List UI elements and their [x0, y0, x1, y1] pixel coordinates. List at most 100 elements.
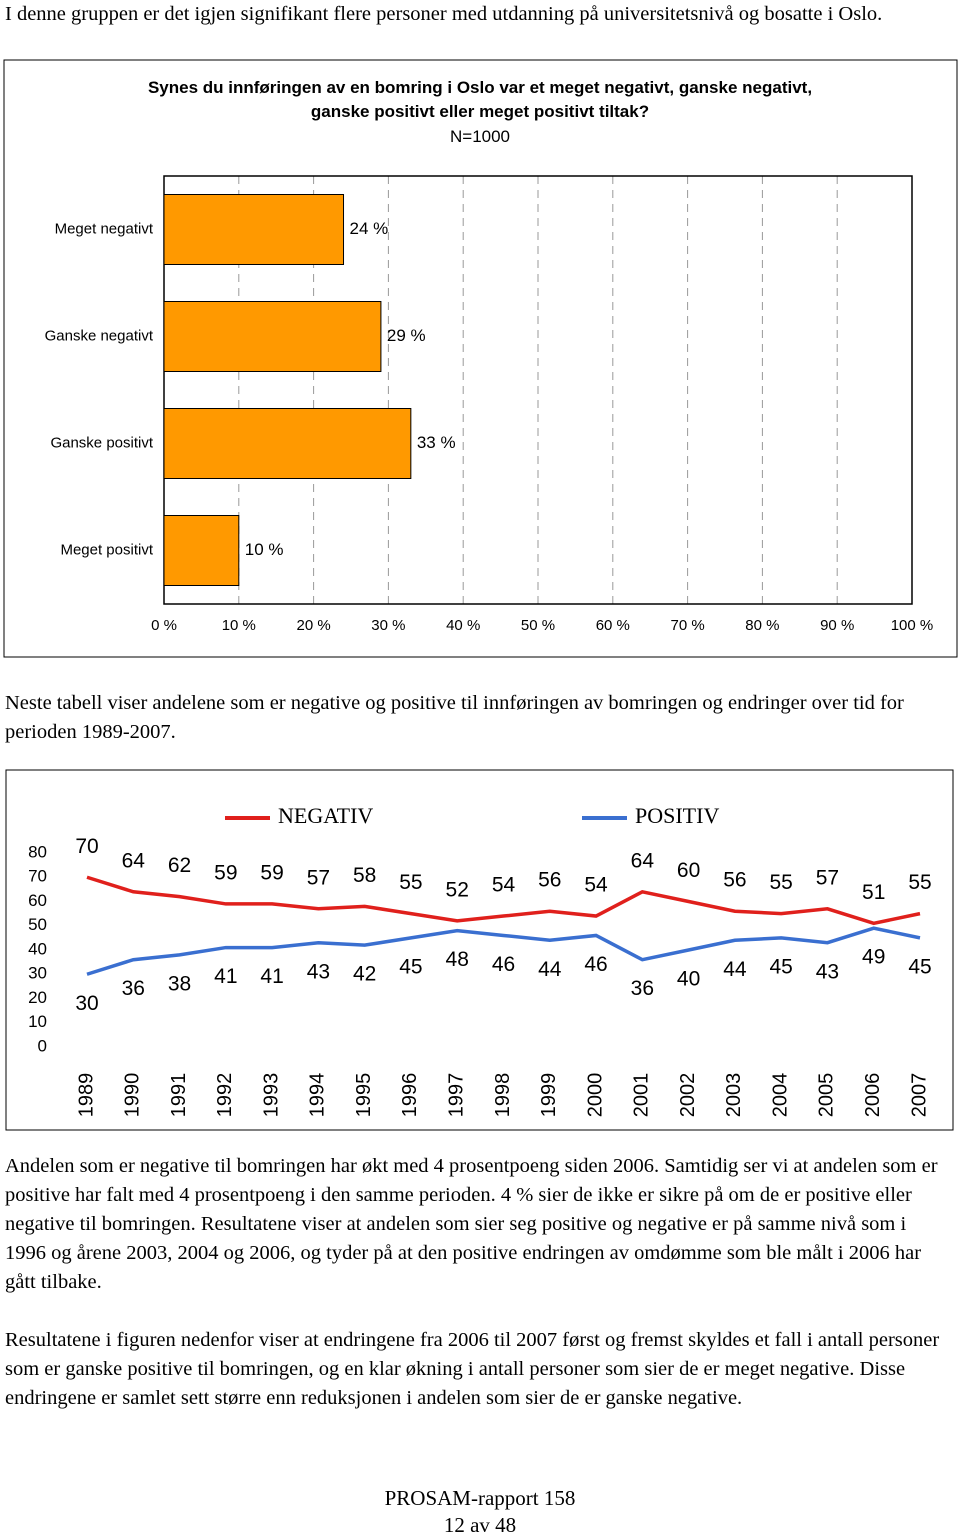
value-label: 29 %	[387, 326, 426, 345]
x-tick-label: 2002	[677, 1073, 699, 1118]
plot-frame	[163, 175, 913, 605]
bar	[163, 408, 412, 479]
data-label: 54	[492, 874, 516, 897]
data-label: 54	[584, 874, 608, 897]
footer-report: PROSAM-rapport 158	[384, 1486, 576, 1510]
data-label: 41	[260, 965, 283, 988]
data-label: 45	[399, 955, 422, 978]
x-tick-label: 1999	[538, 1073, 560, 1118]
category-label: Ganske negativt	[45, 327, 154, 344]
x-tick-label: 2000	[584, 1073, 606, 1118]
x-tick-label: 2005	[816, 1073, 838, 1118]
y-tick-label: 0	[38, 1036, 47, 1055]
y-tick-label: 30	[28, 964, 47, 983]
data-label: 59	[260, 861, 283, 884]
data-label: 36	[122, 977, 145, 1000]
data-label: 62	[168, 854, 191, 877]
legend-label: POSITIV	[635, 803, 719, 828]
chart-subtitle: N=1000	[449, 127, 511, 146]
x-tick-label: 1996	[399, 1073, 421, 1118]
x-tick-label: 1995	[353, 1073, 375, 1118]
line-series	[86, 875, 921, 926]
x-tick-label: 2007	[908, 1073, 930, 1118]
category-label: Ganske positivt	[50, 434, 153, 451]
x-tick-label: 1991	[168, 1073, 190, 1118]
data-label: 58	[353, 864, 376, 887]
x-tick-label: 2003	[723, 1073, 745, 1118]
bar-chart: 0 % 10 % 20 % 30 % 40 % 50 % 60 % 70 % 80 % 90 % 1…	[3, 59, 958, 658]
y-tick-label: 20	[28, 988, 47, 1007]
data-label: 56	[723, 869, 746, 892]
value-label: 10 %	[245, 540, 284, 559]
x-tick-label: 70 %	[670, 617, 704, 634]
x-tick-label: 2004	[769, 1073, 791, 1118]
data-label: 46	[584, 953, 607, 976]
value-label: 24 %	[350, 219, 389, 238]
paragraph: Andelen som er negative til bomringen ha…	[5, 1155, 938, 1293]
data-label: 48	[446, 948, 469, 971]
x-tick-label: 30 %	[371, 617, 405, 634]
x-tick-label: 1990	[122, 1073, 144, 1118]
y-tick-label: 80	[28, 842, 47, 861]
x-tick-label: 20 %	[296, 617, 330, 634]
data-label: 41	[214, 965, 237, 988]
data-label: 64	[122, 849, 146, 872]
x-tick-label: 1997	[446, 1073, 468, 1118]
value-label: 33 %	[417, 433, 456, 452]
line-chart: 0 10 20 30 40 50 60 70 80 1989 1990 1991 1992 1993 199…	[5, 769, 954, 1131]
category-label: Meget negativt	[55, 220, 154, 237]
chart-frame	[5, 769, 954, 1131]
data-label: 70	[75, 835, 98, 858]
x-tick-label: 1992	[214, 1073, 236, 1118]
data-label: 43	[307, 960, 330, 983]
data-label: 45	[769, 955, 792, 978]
x-tick-label: 40 %	[446, 617, 480, 634]
x-tick-label: 60 %	[596, 617, 630, 634]
data-label: 45	[908, 955, 931, 978]
data-label: 55	[769, 871, 792, 894]
data-label: 60	[677, 859, 700, 882]
x-tick-label: 80 %	[745, 617, 779, 634]
data-label: 52	[446, 878, 469, 901]
x-tick-label: 2001	[631, 1073, 653, 1118]
x-tick-label: 10 %	[222, 617, 256, 634]
data-label: 43	[816, 960, 839, 983]
data-label: 57	[307, 866, 330, 889]
x-tick-label: 100 %	[891, 617, 934, 634]
intro: I denne gruppen er det igjen signifikant…	[5, 3, 883, 25]
x-tick-label: 2006	[862, 1073, 884, 1118]
x-tick-label: 90 %	[820, 617, 854, 634]
bar	[163, 194, 345, 265]
data-label: 57	[816, 866, 839, 889]
data-label: 55	[908, 871, 931, 894]
data-label: 46	[492, 953, 515, 976]
paragraph: Neste tabell viser andelene som er negat…	[5, 692, 904, 743]
y-tick-label: 50	[28, 915, 47, 934]
data-label: 42	[353, 963, 376, 986]
paragraph: Resultatene i figuren nedenfor viser at …	[5, 1329, 940, 1409]
data-label: 36	[631, 977, 654, 1000]
data-label: 40	[677, 968, 700, 991]
chart-title: Synes du innføringen av en bomring i Osl…	[147, 78, 813, 121]
x-tick-label: 1993	[260, 1073, 282, 1118]
line-series	[86, 926, 921, 976]
x-tick-label: 50 %	[521, 617, 555, 634]
data-label: 64	[631, 849, 655, 872]
x-tick-label: 1998	[492, 1073, 514, 1118]
y-tick-label: 70	[28, 867, 47, 886]
data-label: 30	[75, 992, 98, 1015]
x-tick-label: 0 %	[151, 617, 177, 634]
data-label: 56	[538, 869, 561, 892]
data-label: 44	[723, 958, 747, 981]
data-label: 44	[538, 958, 562, 981]
bar	[163, 515, 240, 586]
data-label: 38	[168, 972, 191, 995]
category-label: Meget positivt	[60, 541, 153, 558]
bar	[163, 301, 382, 372]
legend-label: NEGATIV	[278, 803, 373, 828]
x-tick-label: 1989	[75, 1073, 97, 1118]
y-tick-label: 60	[28, 891, 47, 910]
footer-page: 12 av 48	[443, 1513, 517, 1537]
x-tick-label: 1994	[307, 1073, 329, 1118]
